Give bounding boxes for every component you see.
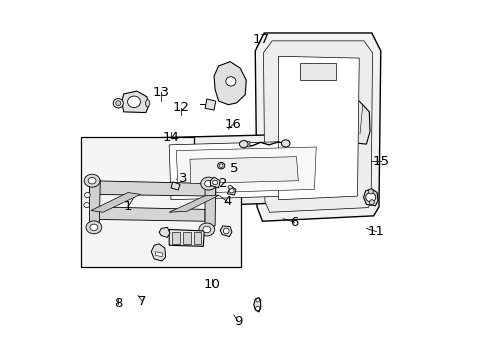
Text: 4: 4	[223, 195, 231, 208]
Polygon shape	[300, 63, 335, 80]
Polygon shape	[253, 298, 260, 312]
Ellipse shape	[127, 96, 140, 108]
Polygon shape	[204, 181, 215, 226]
Ellipse shape	[255, 298, 259, 302]
Text: 15: 15	[371, 155, 388, 168]
Polygon shape	[363, 189, 377, 206]
Polygon shape	[169, 140, 322, 200]
Polygon shape	[210, 177, 220, 188]
Polygon shape	[169, 229, 204, 246]
Polygon shape	[172, 232, 180, 244]
Text: 5: 5	[229, 162, 238, 175]
Ellipse shape	[204, 180, 212, 187]
Polygon shape	[227, 186, 235, 195]
Polygon shape	[89, 179, 100, 225]
Text: 17: 17	[252, 33, 268, 46]
Ellipse shape	[84, 174, 100, 187]
Polygon shape	[171, 182, 180, 190]
Text: 14: 14	[162, 131, 179, 144]
Ellipse shape	[145, 100, 149, 107]
Polygon shape	[151, 244, 165, 261]
Polygon shape	[244, 141, 249, 147]
Polygon shape	[255, 33, 380, 221]
Ellipse shape	[201, 177, 216, 190]
Text: 6: 6	[290, 216, 298, 229]
Text: 11: 11	[367, 225, 384, 238]
Polygon shape	[193, 232, 201, 244]
Polygon shape	[214, 62, 246, 105]
Text: 3: 3	[179, 172, 187, 185]
Ellipse shape	[90, 224, 98, 230]
Text: 8: 8	[114, 297, 122, 310]
Ellipse shape	[239, 140, 247, 148]
Polygon shape	[297, 101, 369, 144]
Polygon shape	[220, 226, 231, 237]
Polygon shape	[97, 207, 204, 221]
Polygon shape	[81, 137, 241, 267]
Polygon shape	[122, 91, 148, 113]
Polygon shape	[91, 193, 140, 212]
Ellipse shape	[84, 193, 90, 198]
Ellipse shape	[203, 226, 210, 233]
Polygon shape	[155, 252, 163, 257]
Polygon shape	[278, 56, 359, 200]
Ellipse shape	[219, 164, 223, 167]
Text: 2: 2	[218, 177, 227, 190]
Polygon shape	[263, 41, 372, 212]
Ellipse shape	[368, 200, 373, 205]
Ellipse shape	[223, 228, 228, 234]
Ellipse shape	[227, 185, 232, 189]
Ellipse shape	[365, 193, 375, 202]
Ellipse shape	[113, 99, 123, 108]
Polygon shape	[159, 227, 169, 237]
Polygon shape	[190, 157, 298, 184]
Text: 12: 12	[172, 101, 189, 114]
Ellipse shape	[367, 189, 372, 194]
Ellipse shape	[228, 189, 234, 193]
Polygon shape	[160, 134, 330, 207]
Polygon shape	[176, 147, 316, 194]
Ellipse shape	[225, 77, 235, 86]
Ellipse shape	[212, 180, 217, 185]
Ellipse shape	[83, 203, 89, 208]
Text: 7: 7	[138, 295, 146, 308]
Ellipse shape	[217, 162, 224, 169]
Ellipse shape	[88, 177, 96, 184]
Polygon shape	[169, 195, 219, 212]
Text: 1: 1	[123, 201, 132, 213]
Ellipse shape	[199, 223, 214, 236]
Ellipse shape	[281, 140, 289, 147]
Polygon shape	[89, 181, 215, 196]
Polygon shape	[183, 232, 190, 244]
Polygon shape	[204, 99, 215, 110]
Text: 16: 16	[224, 118, 241, 131]
Text: 13: 13	[152, 86, 169, 99]
Text: 10: 10	[203, 278, 220, 291]
Ellipse shape	[116, 101, 121, 106]
Ellipse shape	[255, 306, 260, 311]
Ellipse shape	[86, 221, 102, 234]
Text: 9: 9	[233, 315, 242, 328]
